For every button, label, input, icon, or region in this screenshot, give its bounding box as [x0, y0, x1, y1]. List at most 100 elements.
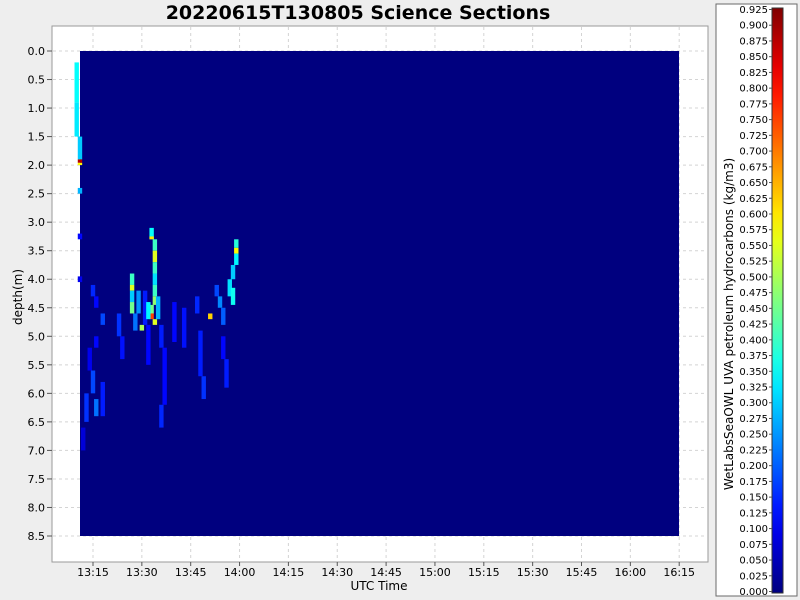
heatmap-cell — [129, 302, 135, 314]
y-tick-label: 0.0 — [28, 45, 46, 58]
heatmap-cell — [234, 247, 239, 254]
colorbar-tick-label: 0.400 — [739, 335, 768, 346]
heatmap-cell — [155, 296, 161, 320]
colorbar-tick-label: 0.825 — [739, 68, 768, 79]
colorbar-tick-label: 0.350 — [739, 367, 768, 378]
heatmap-cell — [234, 239, 239, 248]
heatmap-cell — [214, 284, 219, 297]
colorbar-tick-label: 0.425 — [739, 320, 768, 331]
heatmap-cell — [120, 336, 125, 360]
heatmap-cell — [94, 399, 99, 417]
heatmap-cell — [142, 290, 148, 325]
colorbar-tick-label: 0.575 — [739, 225, 768, 236]
x-tick-label: 15:15 — [468, 566, 500, 579]
heatmap-cell — [198, 330, 203, 377]
y-axis: 0.0 0.5 1.0 1.5 2.0 2.5 3.0 3.5 4.0 4.5 5.0 5.5 6.0 6… — [28, 45, 52, 543]
x-tick-label: 14:00 — [224, 566, 256, 579]
colorbar-ticks: 0.000 0.025 0.050 0.075 0.100 0.125 0.150 0.175… — [739, 5, 772, 598]
heatmap-cell — [227, 279, 232, 297]
heatmap-cells — [74, 62, 239, 451]
heatmap-cell — [77, 159, 83, 163]
heatmap-cell — [152, 262, 158, 274]
heatmap-cell — [208, 313, 213, 320]
colorbar-tick-label: 0.625 — [739, 194, 768, 205]
heatmap-cell — [100, 313, 105, 325]
colorbar-tick-label: 0.800 — [739, 84, 768, 95]
colorbar-tick-label: 0.000 — [739, 587, 768, 598]
colorbar-tick-label: 0.100 — [739, 524, 768, 535]
y-tick-label: 1.5 — [28, 131, 46, 144]
y-tick-label: 4.0 — [28, 273, 46, 286]
colorbar-tick-label: 0.925 — [739, 5, 768, 16]
heatmap-cell — [162, 347, 167, 405]
heatmap-cell — [152, 296, 158, 305]
heatmap-cell — [100, 381, 105, 417]
colorbar-tick-label: 0.525 — [739, 257, 768, 268]
x-tick-label: 16:00 — [614, 566, 646, 579]
colorbar-tick-label: 0.775 — [739, 99, 768, 110]
heatmap-cell — [77, 136, 83, 160]
y-tick-label: 7.0 — [28, 444, 46, 457]
heatmap-cell — [116, 313, 122, 337]
heatmap-cell — [87, 347, 92, 371]
heatmap-cell — [152, 239, 158, 251]
colorbar-tick-label: 0.200 — [739, 461, 768, 472]
colorbar-tick-label: 0.175 — [739, 477, 768, 488]
heatmap-cell — [195, 296, 200, 314]
colorbar-tick-label: 0.275 — [739, 414, 768, 425]
x-axis: 13:15 13:30 13:45 14:00 14:15 14:30 14:45 15:00… — [77, 562, 695, 579]
x-tick-label: 14:30 — [321, 566, 353, 579]
x-tick-label: 15:00 — [419, 566, 451, 579]
y-tick-label: 4.5 — [28, 302, 46, 315]
x-tick-label: 14:45 — [370, 566, 402, 579]
heatmap-cell — [129, 284, 135, 291]
heatmap-cell — [94, 296, 99, 308]
heatmap-cell — [172, 302, 177, 342]
heatmap-cell — [139, 324, 145, 331]
colorbar-tick-label: 0.650 — [739, 178, 768, 189]
heatmap-cell — [230, 287, 236, 305]
heatmap-cell — [77, 187, 83, 194]
heatmap-cell — [74, 102, 79, 137]
colorbar-tick-label: 0.500 — [739, 272, 768, 283]
heatmap-cell — [74, 62, 79, 103]
heatmap-cell — [133, 313, 138, 331]
colorbar-strip — [771, 7, 784, 594]
chart-title: 20220615T130805 Science Sections — [166, 2, 551, 24]
colorbar-tick-label: 0.750 — [739, 115, 768, 126]
y-tick-label: 1.0 — [28, 102, 46, 115]
colorbar-tick-label: 0.875 — [739, 36, 768, 47]
heatmap-cell — [146, 324, 151, 365]
heatmap-cell — [129, 273, 135, 285]
colorbar-label: WetLabsSeaOWL UVA petroleum hydrocarbons… — [722, 158, 736, 490]
heatmap-cell — [152, 273, 158, 285]
x-tick-label: 13:15 — [77, 566, 109, 579]
y-tick-label: 8.5 — [28, 530, 46, 543]
colorbar-tick-label: 0.150 — [739, 493, 768, 504]
heatmap-cell — [181, 307, 187, 348]
x-tick-label: 15:30 — [517, 566, 549, 579]
heatmap-cell — [224, 359, 229, 388]
heatmap-cell — [77, 276, 83, 283]
y-tick-label: 5.5 — [28, 359, 46, 372]
heatmap-cell — [129, 290, 135, 303]
heatmap-cell — [217, 296, 223, 308]
heatmap-cell — [77, 162, 83, 166]
heatmap-cell — [149, 313, 154, 320]
x-tick-label: 13:30 — [126, 566, 158, 579]
colorbar-tick-label: 0.550 — [739, 241, 768, 252]
heatmap-cell — [149, 236, 154, 240]
heatmap-cell — [230, 264, 236, 280]
colorbar-tick-label: 0.900 — [739, 21, 768, 32]
heatmap-background — [80, 51, 679, 536]
heatmap-cell — [81, 427, 86, 451]
x-tick-label: 16:15 — [663, 566, 695, 579]
heatmap-cell — [159, 404, 164, 428]
heatmap-cell — [90, 284, 96, 297]
colorbar-tick-label: 0.125 — [739, 508, 768, 519]
y-axis-label: depth(m) — [11, 269, 25, 325]
heatmap-cell — [221, 336, 226, 360]
y-tick-label: 8.0 — [28, 501, 46, 514]
heatmap-cell — [149, 304, 154, 314]
colorbar-tick-label: 0.450 — [739, 304, 768, 315]
